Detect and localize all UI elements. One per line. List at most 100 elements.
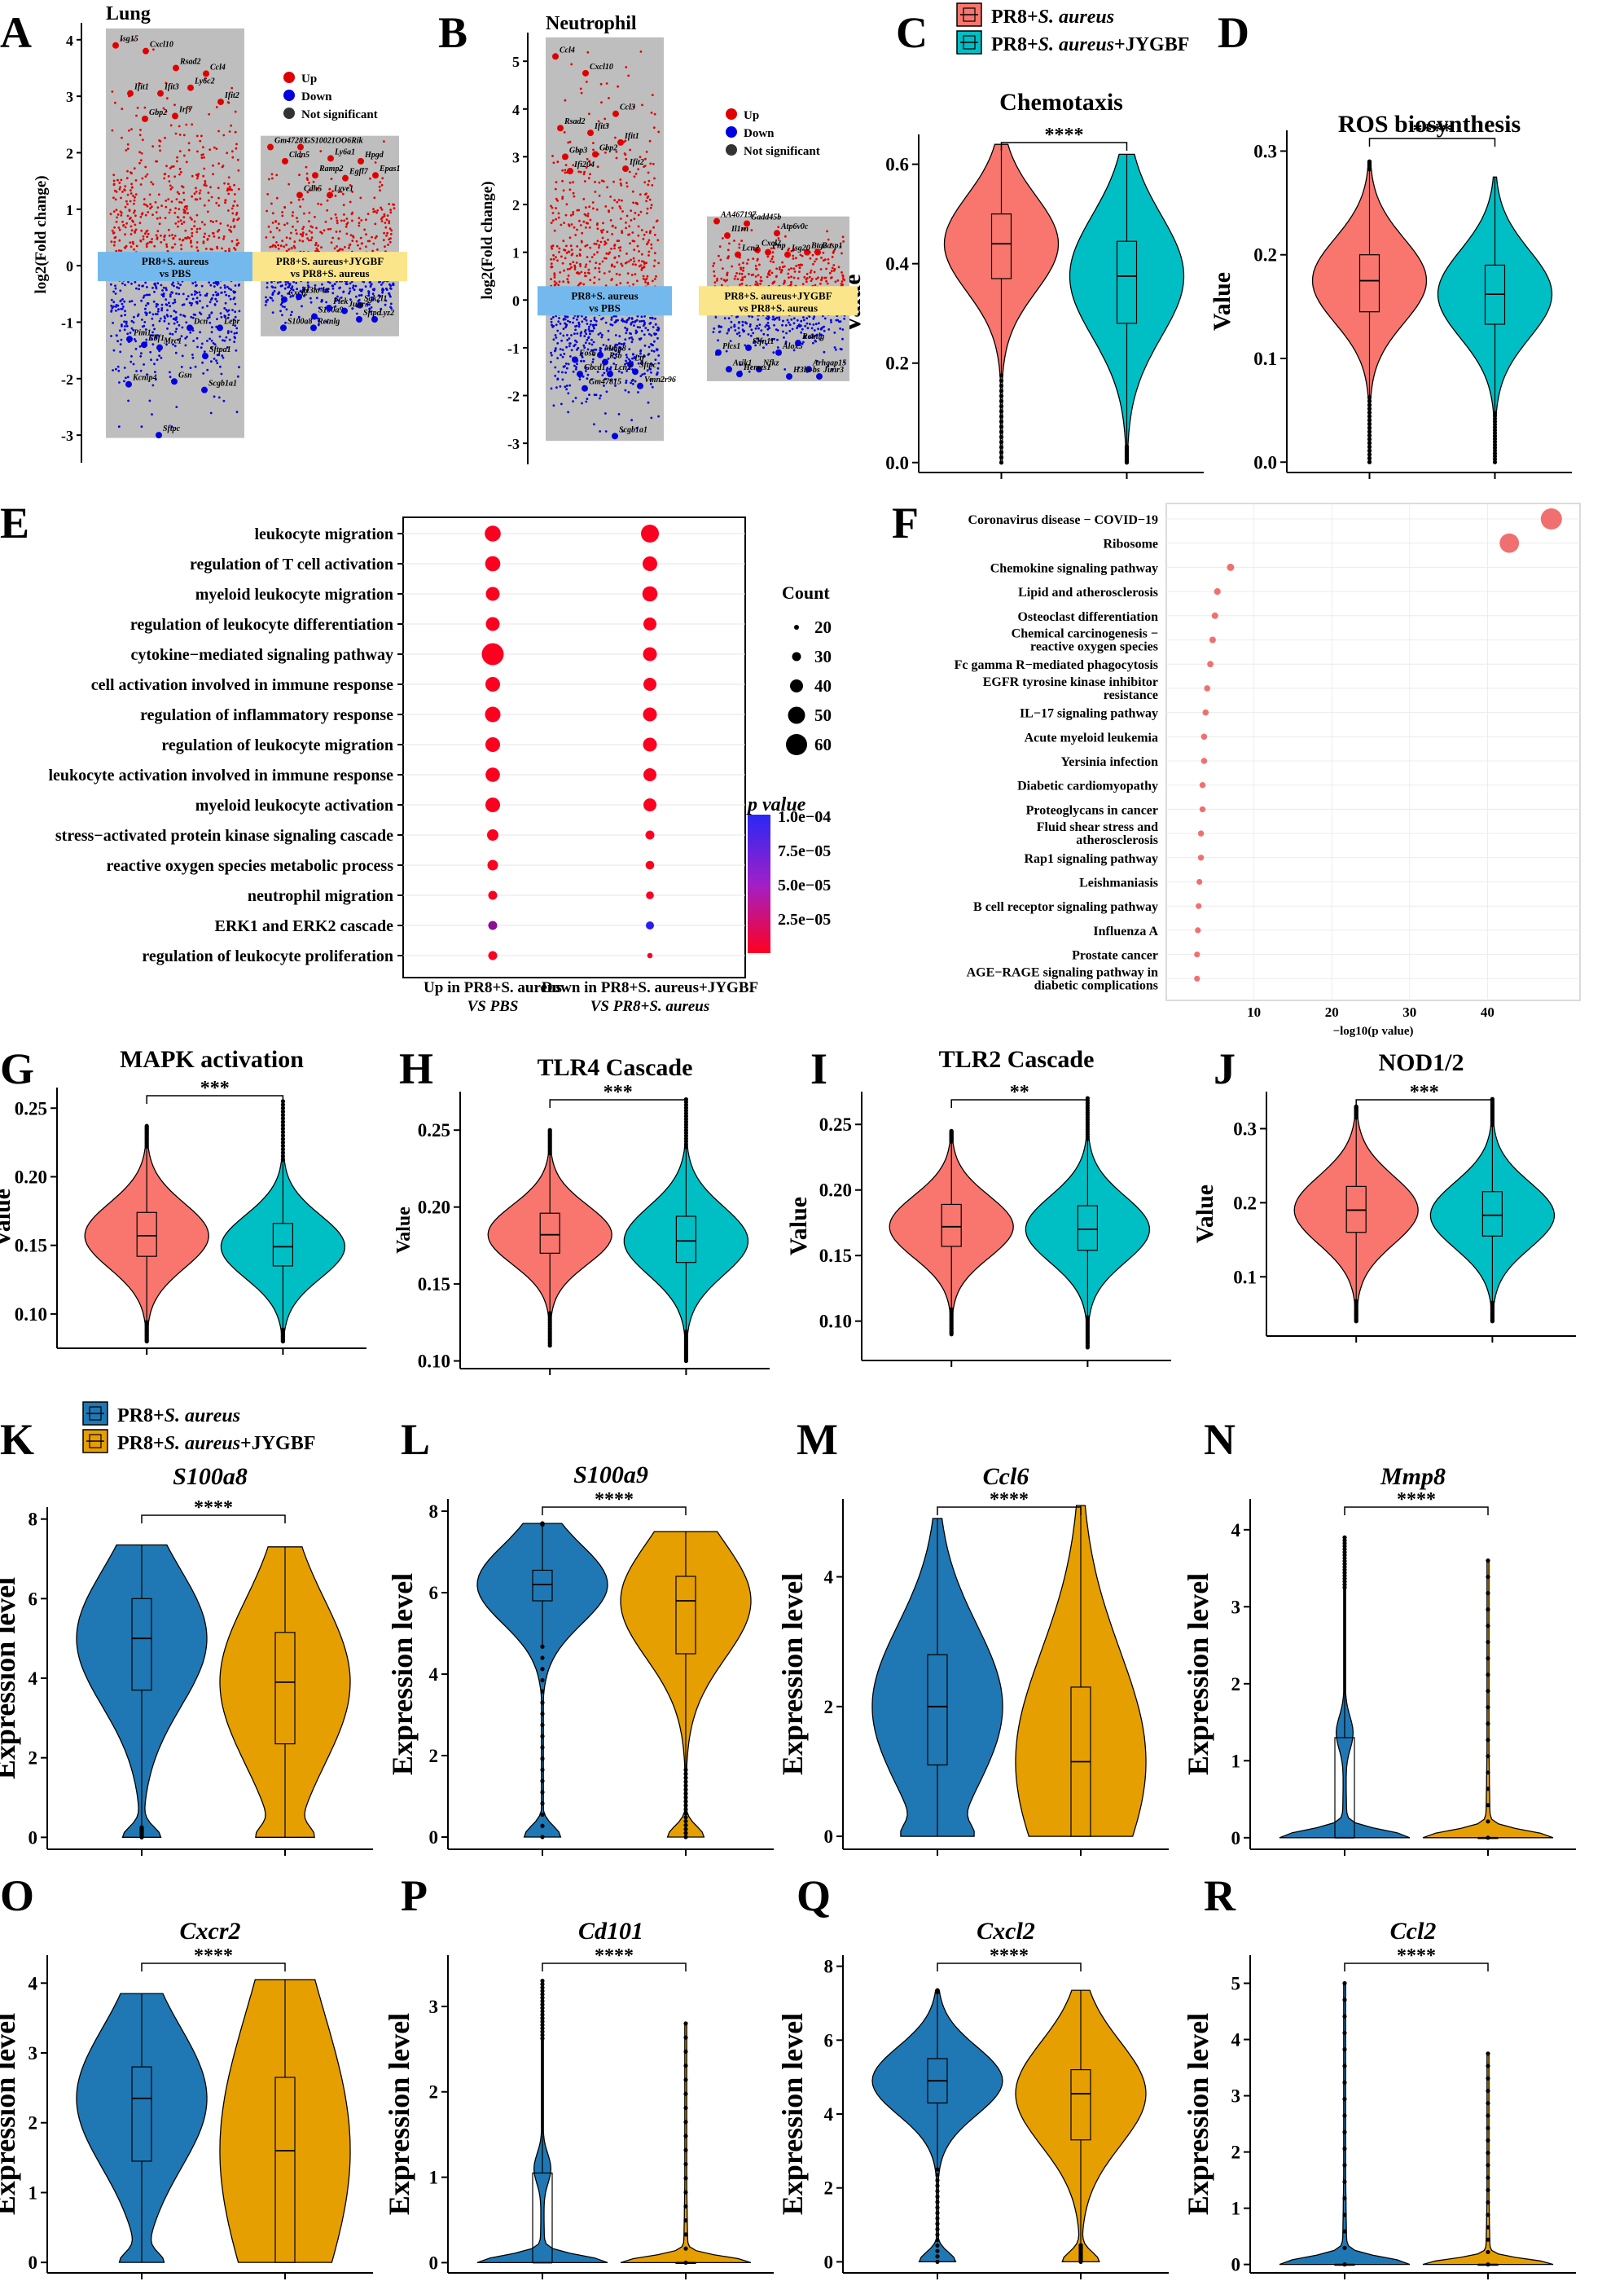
volcano-point: [643, 372, 646, 376]
gene-label: Cldn5: [289, 151, 309, 160]
volcano-point: [615, 284, 618, 287]
gene-label: Lcn2: [741, 244, 759, 253]
volcano-point: [630, 381, 632, 385]
volcano-point: [175, 292, 178, 295]
outlier-point: [1486, 1787, 1490, 1791]
gene-label: Rsad2: [564, 117, 586, 126]
volcano-point: [586, 323, 589, 325]
outlier-point: [540, 2006, 545, 2011]
y-tick-label: 8: [29, 1510, 38, 1530]
volcano-point: [731, 265, 734, 268]
volcano-point: [190, 240, 192, 243]
volcano-point: [630, 322, 633, 325]
term-label: Proteoglycans in cancer: [1026, 803, 1158, 817]
highlight-point: [356, 316, 362, 323]
volcano-point: [365, 218, 367, 222]
volcano-point: [639, 156, 642, 159]
volcano-point: [600, 336, 604, 339]
volcano-point: [738, 272, 741, 275]
outlier-point: [1486, 1721, 1490, 1726]
y-tick-label: -1: [61, 314, 73, 331]
volcano-point: [369, 177, 371, 180]
panel-label-P: P: [401, 1871, 428, 1920]
highlight-point: [602, 358, 608, 366]
volcano-point: [792, 349, 796, 352]
volcano-point: [813, 315, 816, 319]
volcano-point: [360, 242, 363, 245]
volcano-point: [565, 385, 568, 387]
box: [1481, 1191, 1503, 1237]
volcano-point: [116, 365, 120, 368]
volcano-point: [820, 327, 823, 330]
volcano-point: [266, 209, 268, 213]
volcano-point: [713, 275, 716, 278]
outlier-point: [683, 2064, 688, 2068]
volcano-point: [713, 270, 716, 273]
volcano-point: [235, 332, 238, 335]
volcano-point: [163, 315, 166, 319]
volcano-point: [583, 318, 586, 320]
highlight-point: [622, 165, 629, 173]
volcano-point: [227, 295, 230, 297]
volcano-point: [371, 249, 375, 253]
term-label: regulation of leukocyte differentiation: [130, 616, 393, 634]
volcano-point: [643, 344, 647, 347]
volcano-point: [760, 329, 763, 332]
volcano-point: [223, 291, 226, 293]
outlier-point: [540, 2022, 545, 2028]
volcano-point: [805, 277, 809, 279]
volcano-point: [625, 329, 629, 332]
volcano-point: [367, 290, 371, 293]
violin-group2: [1069, 153, 1185, 464]
volcano-point: [564, 248, 567, 252]
volcano-point: [323, 229, 326, 232]
gene-label: Sftpc: [363, 309, 381, 318]
volcano-point: [169, 167, 172, 169]
x-label: VS PBS: [467, 998, 519, 1015]
volcano-point: [271, 293, 274, 297]
volcano-point: [815, 278, 818, 280]
outlier-point: [1342, 2229, 1347, 2234]
volcano-point: [563, 353, 566, 355]
volcano-point: [809, 271, 812, 274]
volcano-point: [577, 209, 581, 212]
volcano-point: [195, 241, 199, 244]
highlight-point: [627, 361, 634, 368]
volcano-point: [628, 348, 631, 350]
volcano-point: [202, 174, 205, 178]
volcano-point: [775, 267, 778, 270]
outlier-point: [683, 1835, 688, 1839]
volcano-point: [557, 216, 560, 219]
volcano-point: [759, 282, 762, 285]
volcano-point: [734, 275, 737, 278]
volcano-point: [168, 234, 171, 237]
volcano-point: [180, 335, 183, 337]
volcano-point: [153, 244, 156, 248]
volcano-point: [598, 244, 601, 247]
volcano-point: [185, 208, 188, 210]
volcano-point: [117, 249, 121, 252]
volcano-point: [572, 400, 574, 402]
volcano-point: [550, 360, 552, 363]
volcano-point: [192, 340, 195, 342]
volcano-point: [577, 170, 581, 174]
volcano-point: [625, 221, 627, 224]
volcano-point: [230, 124, 233, 127]
volcano-point: [326, 199, 329, 202]
comparison-bar-right: [699, 286, 858, 316]
volcano-point: [335, 231, 338, 233]
volcano-point: [370, 283, 373, 286]
volcano-point: [640, 229, 643, 231]
volcano-point: [222, 165, 225, 167]
volcano-point: [792, 317, 796, 320]
volcano-point: [135, 287, 138, 290]
volcano-point: [115, 305, 117, 308]
volcano-point: [568, 267, 572, 270]
x-label: VS PR8+S. aureus: [590, 998, 710, 1015]
volcano-point: [604, 257, 606, 260]
outlier-point: [935, 2200, 940, 2204]
volcano-point: [779, 266, 781, 269]
comparison-label: PR8+S. aureus+JYGBF: [724, 289, 832, 301]
volcano-point: [155, 336, 158, 340]
volcano-point: [779, 270, 783, 274]
